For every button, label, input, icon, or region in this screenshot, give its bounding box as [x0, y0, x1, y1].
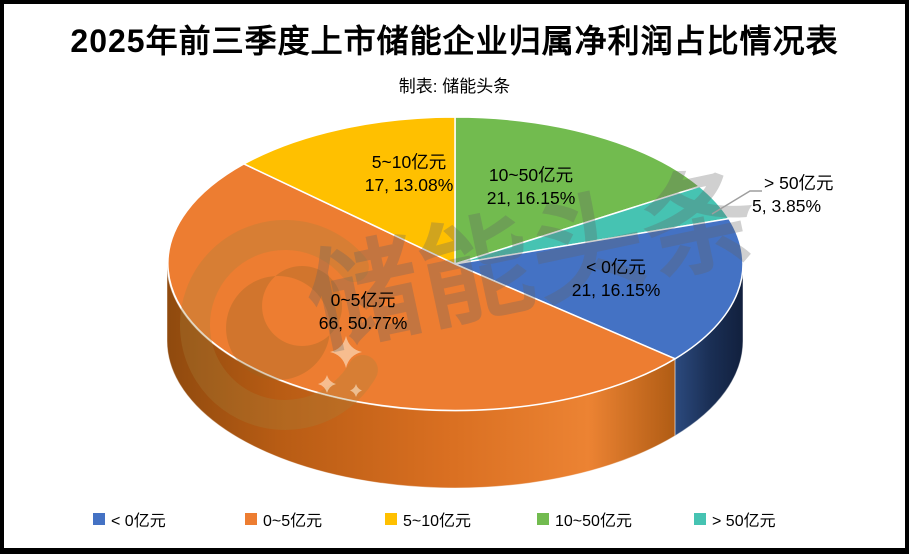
chart-title: 2025年前三季度上市储能企业归属净利润占比情况表: [70, 23, 839, 59]
label-slice-lt0-name: < 0亿元: [586, 257, 646, 277]
watermark-sparkle-icon: [318, 336, 362, 397]
legend-item-10-50: 10~50亿元: [537, 507, 632, 531]
legend-label-10-50: 10~50亿元: [555, 513, 632, 530]
label-slice-gt50: > 50亿元 5, 3.85%: [752, 172, 882, 218]
label-slice-10-50-value: 21, 16.15%: [486, 188, 576, 208]
slice-0-5: [167, 163, 676, 412]
legend-label-gt50: > 50亿元: [712, 513, 776, 530]
label-slice-10-50-name: 10~50亿元: [488, 165, 574, 185]
label-slice-0-5-value: 66, 50.77%: [318, 313, 408, 333]
pie-top-slices: [167, 116, 744, 412]
label-slice-0-5: 0~5亿元 66, 50.77%: [283, 289, 443, 335]
chart-subtitle: 制表: 储能头条: [398, 77, 511, 96]
legend-item-lt0: < 0亿元: [93, 507, 166, 531]
legend-swatch-lt0: [93, 513, 105, 525]
label-slice-10-50: 10~50亿元 21, 16.15%: [451, 164, 611, 210]
legend-swatch-gt50: [694, 513, 706, 525]
legend-label-0-5: 0~5亿元: [263, 513, 323, 530]
legend-label-5-10: 5~10亿元: [403, 513, 472, 530]
legend-item-gt50: > 50亿元: [694, 507, 776, 531]
legend-swatch-10-50: [537, 513, 549, 525]
label-slice-0-5-name: 0~5亿元: [330, 290, 396, 310]
label-slice-5-10: 5~10亿元 17, 13.08%: [329, 151, 489, 197]
watermark-logo-icon: [179, 219, 378, 430]
legend-item-5-10: 5~10亿元: [385, 507, 471, 531]
watermark-logo-crescent: [226, 266, 343, 380]
label-slice-5-10-name: 5~10亿元: [371, 152, 447, 172]
slice-5-10: [243, 116, 456, 265]
label-slice-gt50-name: > 50亿元: [764, 173, 834, 193]
label-slice-lt0-value: 21, 16.15%: [571, 280, 661, 300]
label-slice-gt50-value: 5, 3.85%: [752, 196, 822, 216]
legend-swatch-5-10: [385, 513, 397, 525]
legend-swatch-0-5: [245, 513, 257, 525]
slice-lt0: [454, 217, 744, 360]
legend-item-0-5: 0~5亿元: [245, 507, 322, 531]
leader-line-gt50: [711, 190, 762, 215]
label-slice-5-10-value: 17, 13.08%: [364, 175, 454, 195]
label-slice-lt0: < 0亿元 21, 16.15%: [536, 256, 696, 302]
legend-label-lt0: < 0亿元: [111, 513, 166, 530]
slice-10-50: [454, 116, 701, 265]
